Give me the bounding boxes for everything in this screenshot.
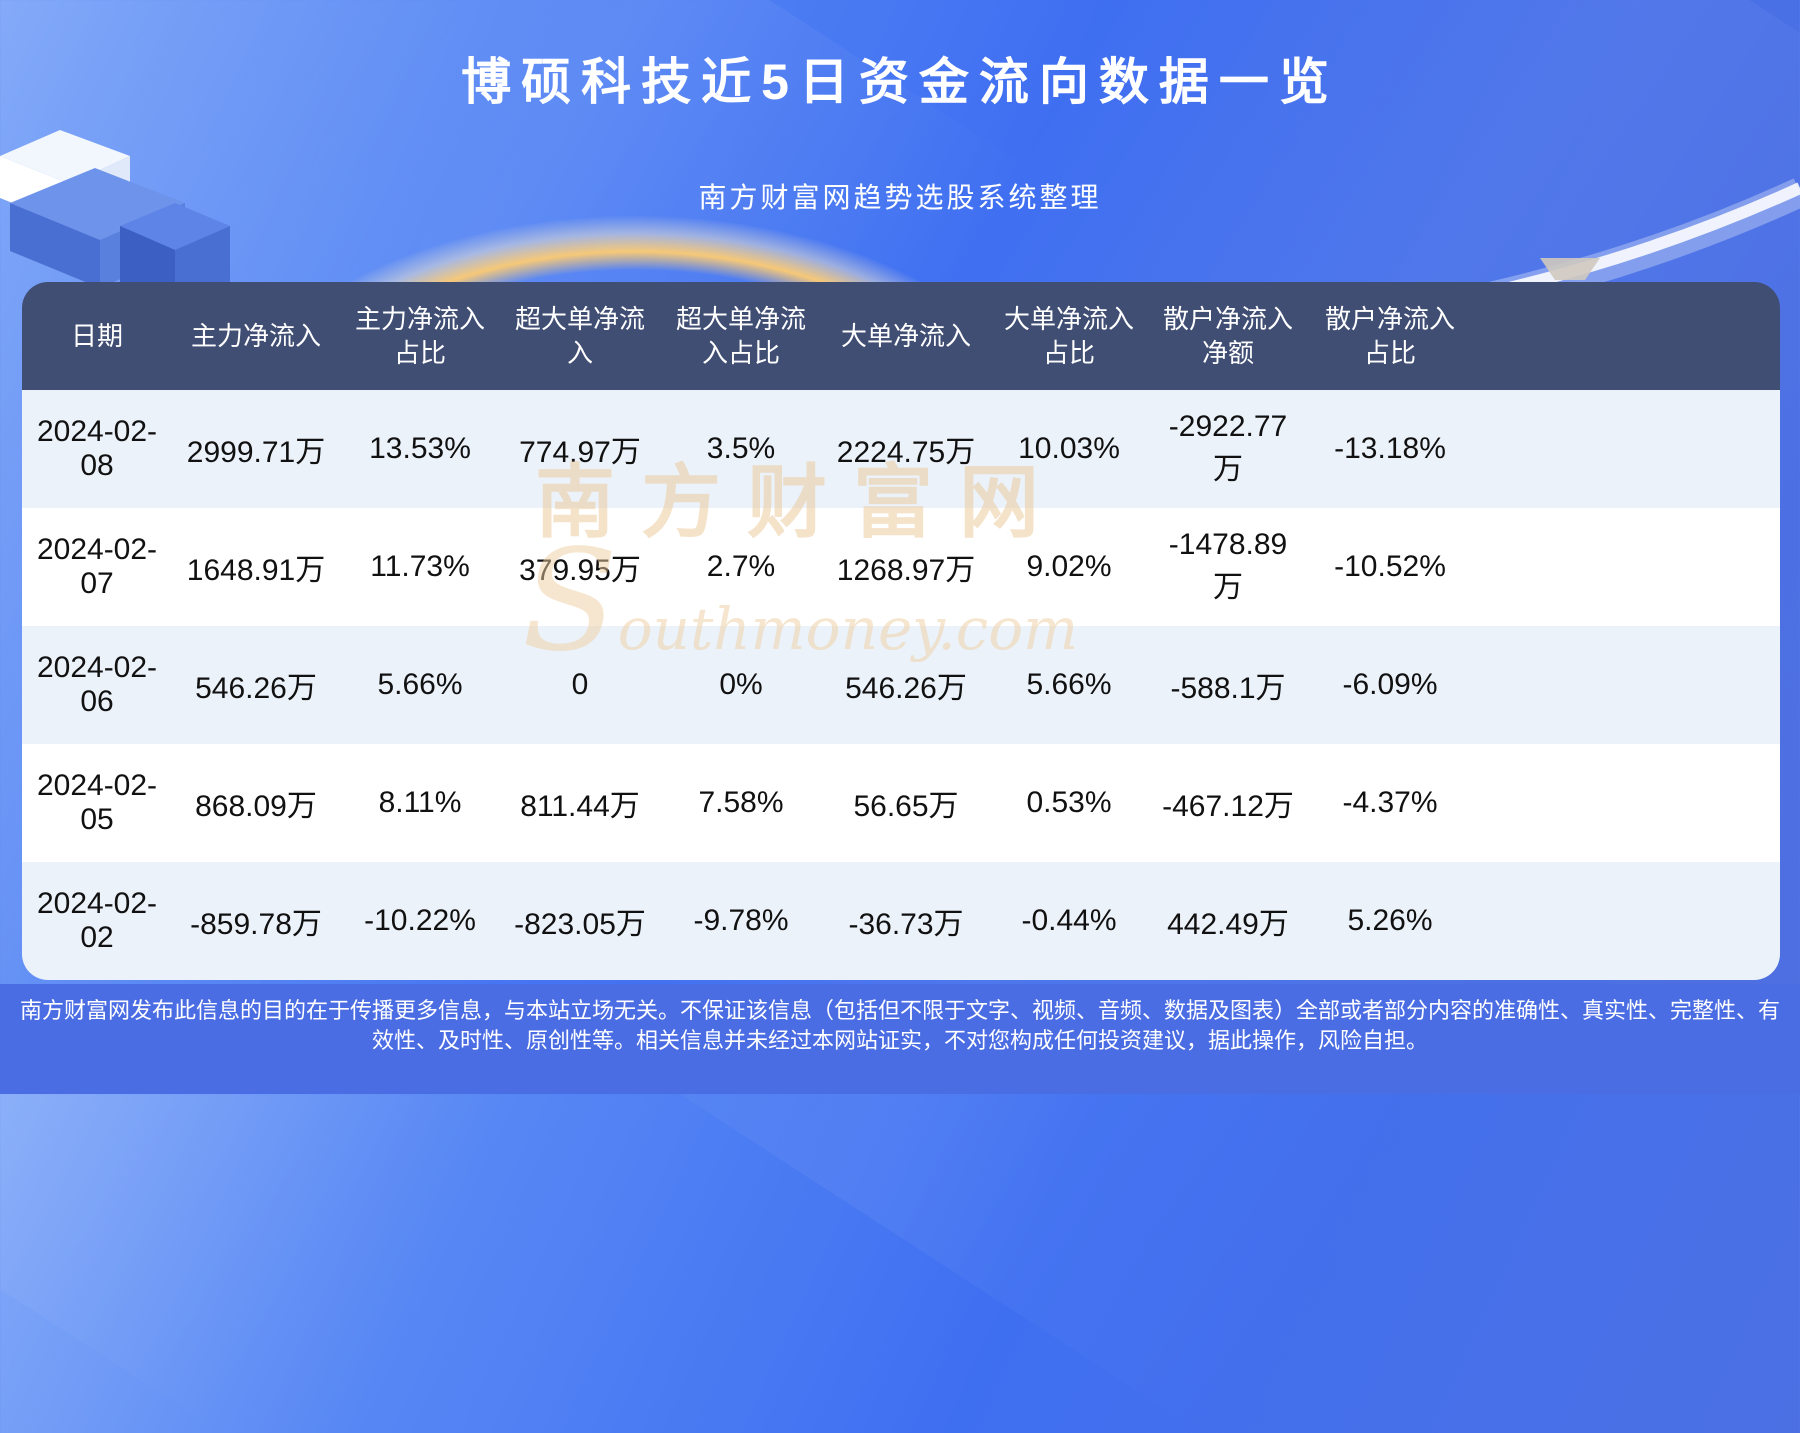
table-cell: -0.44% (1021, 904, 1117, 937)
table-cell: 7.58% (698, 786, 784, 819)
table-cell: 10.03% (1018, 432, 1120, 465)
table-cell: 868.09万 (195, 790, 317, 823)
table-row: 2024-02-08 2999.71万 13.53% 774.97万 3.5% … (22, 390, 1780, 508)
table-cell: -10.52% (1334, 550, 1446, 583)
table-cell: 1268.97万 (836, 554, 976, 587)
column-header-xl-order-net-inflow: 超大单净流入 (514, 304, 645, 368)
disclaimer-footer: 南方财富网发布此信息的目的在于传播更多信息，与本站立场无关。不保证该信息（包括但… (0, 984, 1800, 1094)
table-cell: -823.05万 (514, 908, 646, 941)
table-cell: 8.11% (378, 786, 462, 819)
table-cell: 5.66% (1026, 668, 1112, 701)
column-header-retail-net-inflow-ratio: 散户净流入占比 (1324, 304, 1455, 368)
table-cell: 11.73% (370, 550, 470, 583)
table-cell: 2.7% (706, 550, 776, 583)
table-cell: 0.53% (1026, 786, 1112, 819)
column-header-large-order-net-inflow-ratio: 大单净流入占比 (1003, 304, 1134, 368)
table-cell: -1478.89万 (1168, 528, 1288, 604)
table-cell: 56.65万 (853, 790, 959, 823)
table-cell: -588.1万 (1170, 672, 1286, 705)
table-cell-date: 2024-02-05 (36, 769, 158, 836)
table-cell: 5.26% (1347, 904, 1433, 937)
table-cell: 2999.71万 (186, 436, 326, 469)
fund-flow-table: 日期 主力净流入 主力净流入占比 超大单净流入 超大单净流入占比 大单净流入 大… (22, 282, 1780, 980)
table-cell: -859.78万 (190, 908, 322, 941)
table-cell: -6.09% (1342, 668, 1438, 701)
column-header-main-net-inflow: 主力净流入 (190, 321, 321, 351)
table-cell: 13.53% (369, 432, 471, 465)
table-cell: 546.26万 (195, 672, 317, 705)
table-cell: 0 (571, 668, 589, 701)
table-cell: -467.12万 (1162, 790, 1294, 823)
table-cell-date: 2024-02-07 (36, 533, 158, 600)
page-subtitle: 南方财富网趋势选股系统整理 (698, 182, 1102, 213)
table-cell: 2224.75万 (836, 436, 976, 469)
gray-trapezoid-graphic (1540, 258, 1600, 280)
table-row: 2024-02-02 -859.78万 -10.22% -823.05万 -9.… (22, 862, 1780, 980)
table-cell-date: 2024-02-08 (36, 415, 158, 482)
table-cell: 0% (719, 668, 763, 701)
table-row: 2024-02-05 868.09万 8.11% 811.44万 7.58% 5… (22, 744, 1780, 862)
table-cell: 811.44万 (520, 790, 640, 823)
table-cell: 3.5% (706, 432, 776, 465)
table-row: 2024-02-06 546.26万 5.66% 0 0% 546.26万 5.… (22, 626, 1780, 744)
table-cell-date: 2024-02-06 (36, 651, 158, 718)
table-cell-date: 2024-02-02 (36, 887, 158, 954)
table-cell: 442.49万 (1167, 908, 1289, 941)
table-cell: -4.37% (1342, 786, 1438, 819)
table-cell: 1648.91万 (186, 554, 326, 587)
column-header-date: 日期 (70, 321, 123, 351)
column-header-xl-order-net-inflow-ratio: 超大单净流入占比 (675, 304, 806, 368)
table-row: 2024-02-07 1648.91万 11.73% 379.95万 2.7% … (22, 508, 1780, 626)
disclaimer-text: 南方财富网发布此信息的目的在于传播更多信息，与本站立场无关。不保证该信息（包括但… (19, 998, 1780, 1053)
column-header-large-order-net-inflow: 大单净流入 (840, 321, 971, 351)
table-cell: -36.73万 (848, 908, 964, 941)
isometric-building-blocks-graphic (0, 130, 230, 288)
table-cell: 546.26万 (845, 672, 967, 705)
table-cell: -10.22% (364, 904, 476, 937)
table-cell: 5.66% (377, 668, 463, 701)
column-header-main-net-inflow-ratio: 主力净流入占比 (354, 304, 485, 368)
table-cell: -9.78% (693, 904, 789, 937)
table-header-row: 日期 主力净流入 主力净流入占比 超大单净流入 超大单净流入占比 大单净流入 大… (22, 282, 1780, 390)
table-cell: 379.95万 (519, 554, 641, 587)
table-cell: -2922.77万 (1168, 410, 1288, 486)
table-cell: -13.18% (1334, 432, 1446, 465)
table-cell: 9.02% (1026, 550, 1112, 583)
table-cell: 774.97万 (519, 436, 641, 469)
column-header-retail-net-inflow-amount: 散户净流入净额 (1162, 304, 1293, 368)
page-title: 博硕科技近5日资金流向数据一览 (461, 54, 1339, 110)
